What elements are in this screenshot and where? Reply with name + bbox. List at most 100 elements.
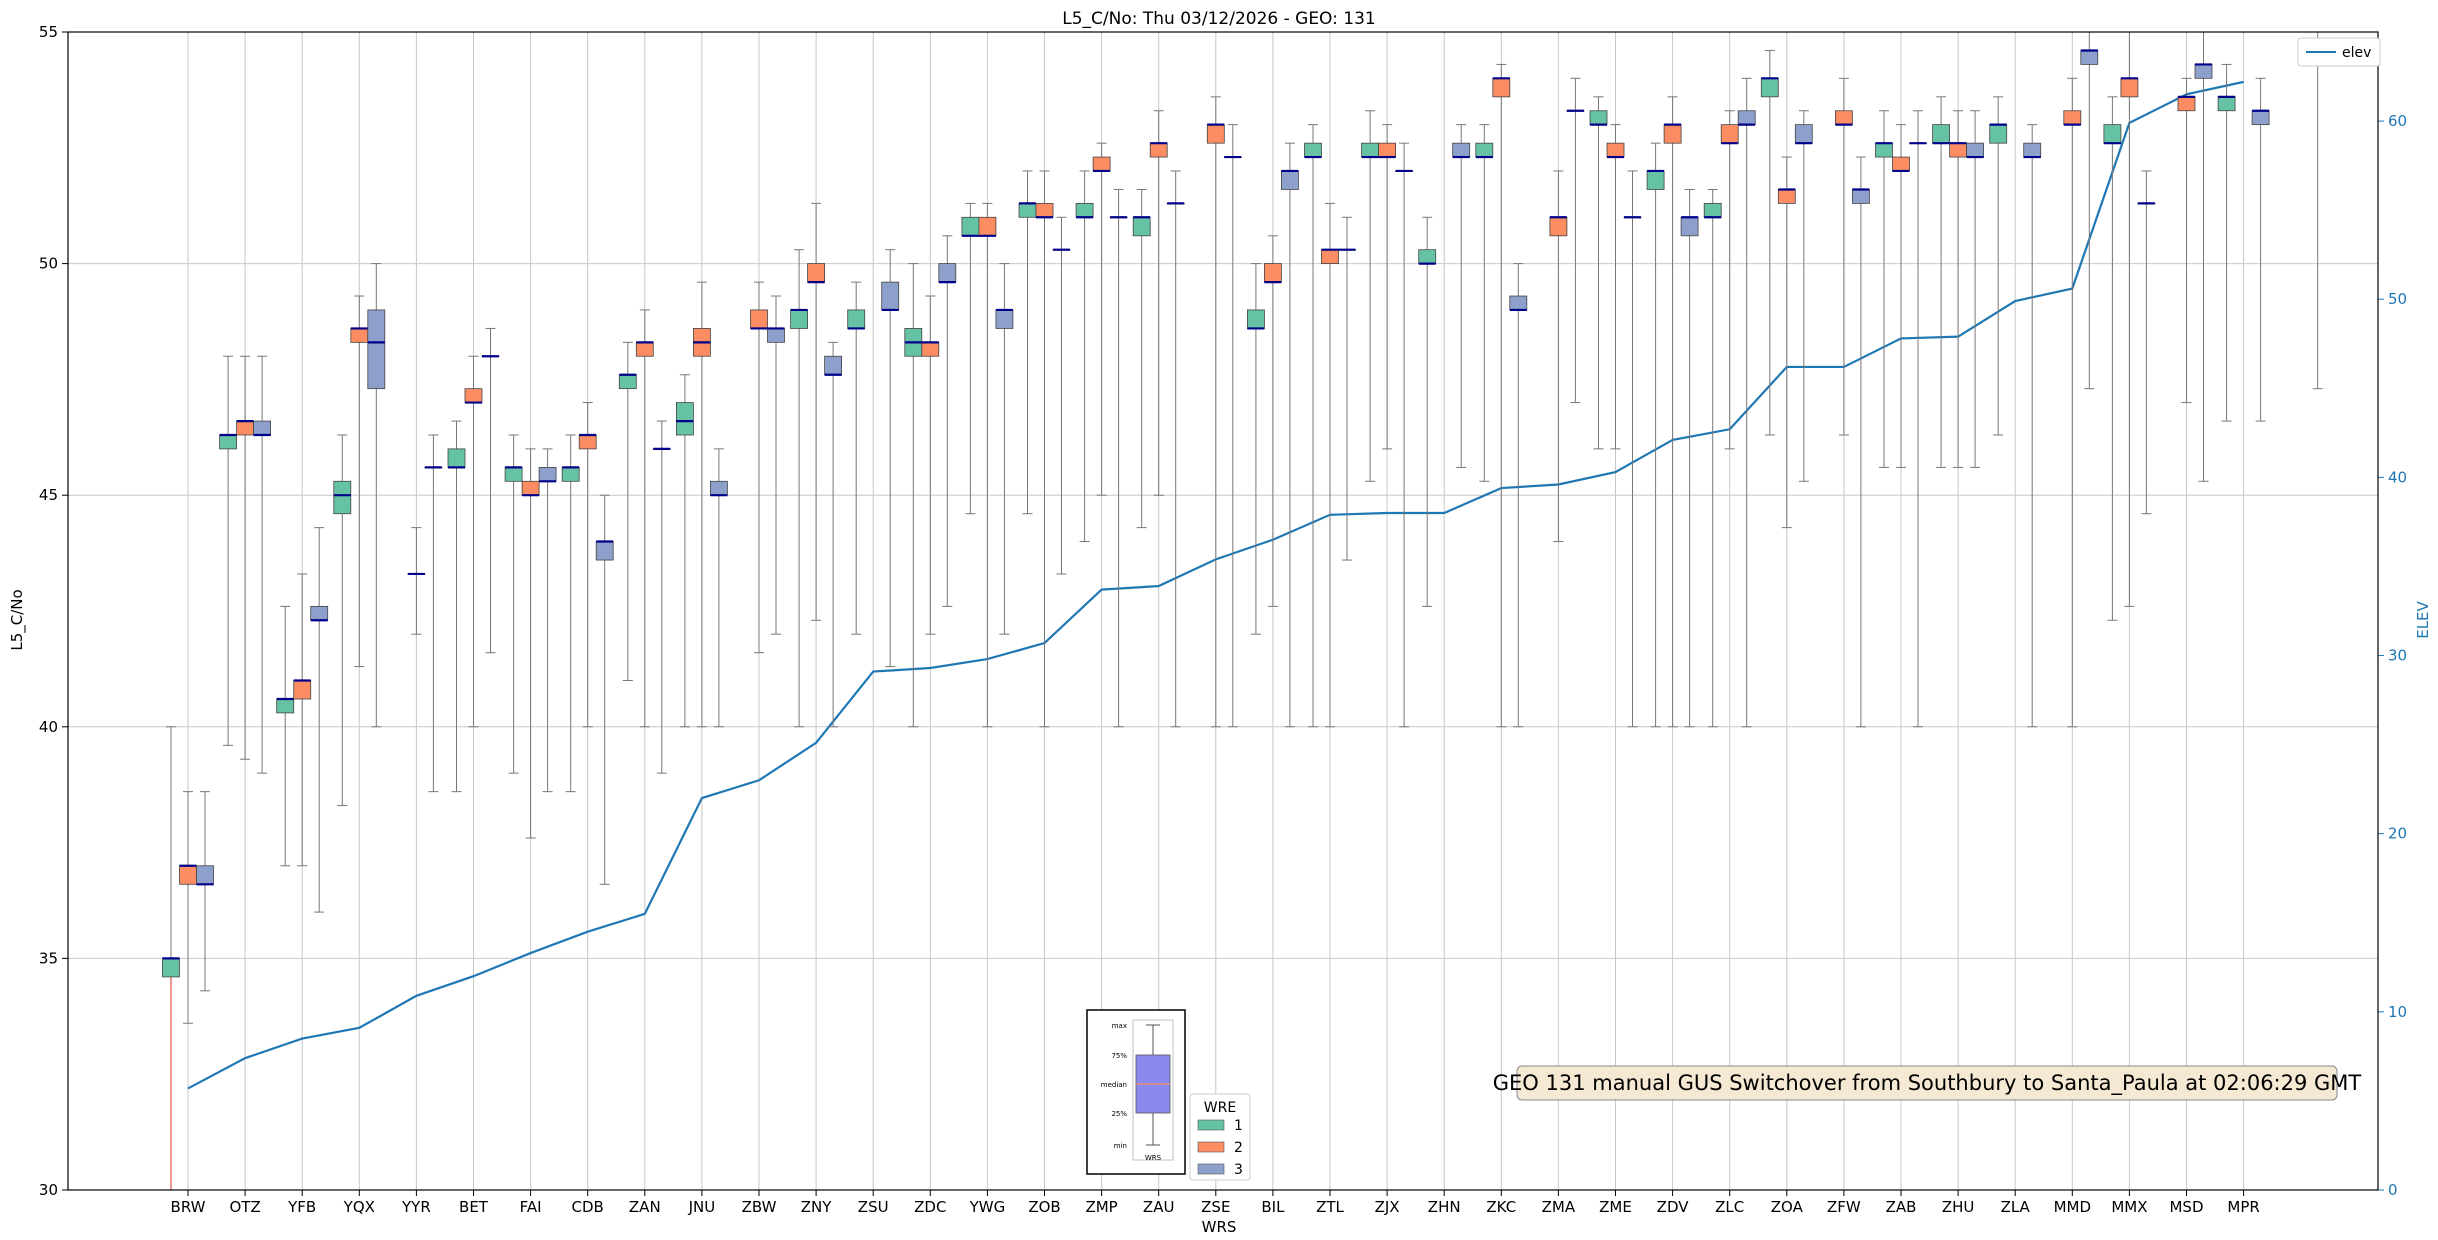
- box-wre1-ZSU: [847, 281, 866, 635]
- box-wre2-BET: [464, 355, 483, 728]
- x-tick-label: CDB: [572, 1198, 604, 1216]
- box-iqr: [2251, 110, 2270, 126]
- box-iqr: [618, 374, 637, 390]
- box-wre3-ZNY: [824, 341, 842, 728]
- box-iqr: [447, 448, 466, 468]
- box-wre2-ZJX: [1378, 124, 1396, 450]
- x-tick-label: ZNY: [801, 1198, 832, 1216]
- y2-tick-label: 0: [2388, 1181, 2398, 1199]
- box-iqr: [1361, 142, 1379, 158]
- box-iqr: [1892, 156, 1910, 172]
- x-tick-label: ZDC: [914, 1198, 946, 1216]
- box-wre2-BRW: [179, 791, 197, 1024]
- box-wre1-CDB: [561, 434, 580, 793]
- y-tick-label: 40: [39, 718, 58, 736]
- box-wre2-JNU: [693, 281, 711, 728]
- box-wre2-ZMP: [1092, 142, 1111, 496]
- box-iqr: [293, 680, 312, 700]
- box-iqr: [1206, 124, 1225, 144]
- x-tick-label: ZAB: [1886, 1198, 1917, 1216]
- box-iqr: [978, 216, 997, 237]
- box-wre3-ZLA: [2023, 124, 2042, 728]
- y2-tick-label: 10: [2388, 1003, 2407, 1021]
- box-wre1-ZJX: [1361, 110, 1379, 482]
- key-label-median: median: [1101, 1081, 1127, 1089]
- box-iqr: [1835, 110, 1853, 126]
- box-wre3-ZBW: [767, 295, 785, 635]
- box-wre3-YYR: [424, 434, 443, 793]
- box-wre3-ZDC: [938, 235, 957, 607]
- y-tick-label: 55: [39, 23, 58, 41]
- box-iqr: [1589, 110, 1608, 126]
- box-wre3-JNU: [710, 448, 728, 728]
- box-wre2-ZLC: [1720, 110, 1739, 450]
- box-wre2-ZDV: [1663, 96, 1682, 728]
- box-iqr: [2177, 96, 2196, 112]
- box-wre3-YWG: [995, 263, 1014, 635]
- box-wre1-ZKC: [1475, 124, 1494, 482]
- x-tick-label: JNU: [688, 1198, 716, 1216]
- box-wre2-OTZ: [236, 355, 255, 760]
- box-iqr: [750, 309, 768, 329]
- x-tick-label: BIL: [1261, 1198, 1285, 1216]
- box-iqr: [2023, 142, 2042, 158]
- box-wre2-MSD: [2177, 77, 2196, 404]
- box-wre1-ZLC: [1703, 188, 1722, 728]
- box-iqr: [2103, 124, 2122, 144]
- box-iqr: [1378, 142, 1396, 158]
- box-iqr: [1949, 142, 1967, 158]
- box-wre1-BET: [447, 420, 466, 793]
- x-tick-label: ZSE: [1201, 1198, 1230, 1216]
- x-tick-label: ZAU: [1143, 1198, 1175, 1216]
- box-wre2-ZME: [1606, 124, 1625, 450]
- box-wre2-ZOA: [1777, 156, 1796, 529]
- box-iqr: [1966, 142, 1984, 158]
- y-axis-label: L5_C/No: [8, 589, 27, 650]
- box-iqr: [253, 420, 272, 436]
- x-tick-label: MPR: [2227, 1198, 2259, 1216]
- box-wre2-MMD: [2063, 77, 2082, 728]
- x-tick-label: ZFW: [1827, 1198, 1861, 1216]
- annotation-text: GEO 131 manual GUS Switchover from South…: [1493, 1071, 2362, 1096]
- x-tick-label: BRW: [171, 1198, 206, 1216]
- box-wre2-ZAB: [1892, 124, 1910, 468]
- box-wre3-ZAU: [1166, 170, 1185, 728]
- box-wre3-YFB: [310, 527, 329, 913]
- box-wre3-ZHN: [1452, 124, 1471, 468]
- box-wre1-ZAB: [1875, 110, 1893, 468]
- box-iqr: [1149, 142, 1168, 158]
- box-iqr: [847, 309, 866, 329]
- box-wre1-OTZ: [219, 355, 238, 746]
- box-iqr: [1035, 202, 1054, 218]
- box-iqr: [578, 434, 597, 450]
- x-tick-label: YWG: [969, 1198, 1006, 1216]
- box-wre3-BIL: [1281, 142, 1299, 728]
- box-iqr: [538, 467, 557, 482]
- key-label-max: max: [1112, 1022, 1127, 1030]
- box-wre3-ZTL: [1338, 216, 1356, 561]
- box-iqr: [767, 328, 785, 343]
- box-iqr: [2080, 50, 2099, 65]
- box-wre2-ZTL: [1321, 202, 1339, 728]
- x-tick-label: ZLA: [2001, 1198, 2031, 1216]
- box-iqr: [995, 309, 1014, 329]
- annotation-box: GEO 131 manual GUS Switchover from South…: [1493, 1065, 2362, 1101]
- box-iqr: [1418, 249, 1437, 264]
- box-wre3-ZHU: [1966, 110, 1984, 468]
- x-tick-label: ZSU: [858, 1198, 889, 1216]
- box-wre1-MMX: [2103, 96, 2122, 621]
- box-wre3-ZSU: [881, 249, 900, 668]
- box-wre3-BRW: [196, 791, 214, 992]
- box-iqr: [333, 480, 352, 515]
- box-iqr: [1247, 309, 1265, 329]
- box-wre2-ZSE: [1206, 96, 1225, 728]
- x-tick-label: YYR: [401, 1198, 431, 1216]
- box-wre2-CDB: [578, 402, 597, 728]
- legend-title: WRE: [1204, 1100, 1236, 1116]
- box-wre1-YFB: [276, 605, 295, 867]
- box-iqr: [1989, 124, 2008, 144]
- box-wre1-ZOA: [1760, 50, 1779, 436]
- x-tick-label: ZTL: [1316, 1198, 1344, 1216]
